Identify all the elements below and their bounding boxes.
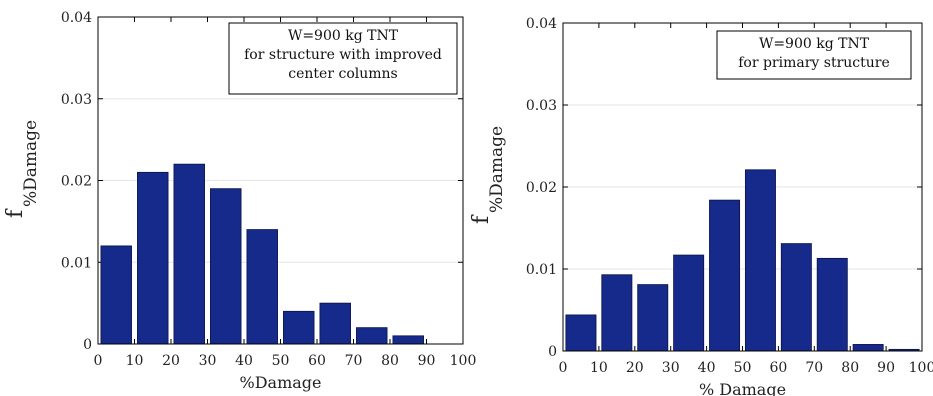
y-tick-label: 0.02 [526, 180, 557, 196]
bar [100, 245, 132, 345]
x-tick-label: 100 [450, 353, 477, 369]
x-tick-label: 80 [841, 360, 859, 376]
x-tick-label: 20 [162, 353, 180, 369]
y-axis-label-main: f [469, 214, 494, 224]
bar [601, 274, 633, 352]
annotation-line: W=900 kg TNT [288, 28, 399, 44]
chart-panel-2: 0 0.01 0.02 0.03 0.04 0 10 20 30 40 50 60 70 80 90 100%… [469, 16, 933, 396]
y-tick-label: 0.03 [61, 92, 92, 108]
y-tick-label: 0 [548, 344, 557, 360]
bar [173, 163, 205, 345]
x-axis-label: % Damage [699, 380, 786, 396]
y-axis-label-subscript: %Damage [487, 126, 507, 213]
x-tick-label: 40 [698, 360, 716, 376]
x-tick-label: 20 [626, 360, 644, 376]
y-axis-label-main: f [3, 208, 28, 218]
bar [356, 327, 388, 345]
y-tick-label: 0 [83, 337, 92, 353]
y-tick-label: 0.01 [61, 255, 92, 271]
x-tick-label: 30 [662, 360, 680, 376]
x-tick-label: 80 [381, 353, 399, 369]
x-tick-label: 70 [345, 353, 363, 369]
annotation-line: for primary structure [738, 55, 890, 71]
y-tick-label: 0.04 [61, 10, 92, 26]
bar [816, 257, 848, 352]
x-tick-label: 0 [559, 360, 568, 376]
y-tick-label: 0.02 [61, 174, 92, 190]
chart-panel-1: 0 0.01 0.02 0.03 0.04 0 10 20 30 40 50 60 70 80 90 100%… [3, 10, 476, 392]
y-axis-label: f%Damage [469, 126, 507, 224]
x-tick-label: 90 [418, 353, 436, 369]
bar [319, 302, 351, 345]
bar [283, 310, 315, 345]
x-tick-label: 70 [805, 360, 823, 376]
x-tick-label: 60 [769, 360, 787, 376]
annotation-box [716, 30, 912, 80]
bar [744, 169, 776, 352]
x-tick-label: 30 [199, 353, 217, 369]
x-tick-label: 0 [94, 353, 103, 369]
bar [709, 199, 741, 352]
x-tick-label: 60 [308, 353, 326, 369]
x-tick-label: 50 [734, 360, 752, 376]
x-tick-label: 90 [877, 360, 895, 376]
annotation-line: for structure with improved [244, 47, 442, 63]
bar [637, 284, 669, 352]
y-axis-label-subscript: %Damage [21, 120, 41, 207]
x-axis-label: %Damage [240, 373, 322, 392]
bar [137, 171, 169, 345]
y-tick-label: 0.04 [526, 16, 557, 32]
annotation-line: W=900 kg TNT [759, 36, 870, 52]
x-tick-label: 40 [235, 353, 253, 369]
bar [565, 314, 597, 352]
bar [210, 188, 242, 345]
bar [246, 229, 278, 345]
bar [852, 344, 884, 352]
annotation-box [228, 22, 458, 95]
y-tick-label: 0.03 [526, 98, 557, 114]
x-tick-label: 100 [909, 360, 933, 376]
x-tick-label: 50 [272, 353, 290, 369]
axes-box [97, 16, 464, 345]
y-tick-label: 0.01 [526, 262, 557, 278]
annotation-line: center columns [288, 66, 397, 82]
x-tick-label: 10 [126, 353, 144, 369]
axes-box [562, 22, 923, 352]
bar [780, 243, 812, 352]
bar [392, 335, 424, 345]
bar [673, 254, 705, 352]
x-tick-label: 10 [590, 360, 608, 376]
y-axis-label: f%Damage [3, 120, 41, 218]
